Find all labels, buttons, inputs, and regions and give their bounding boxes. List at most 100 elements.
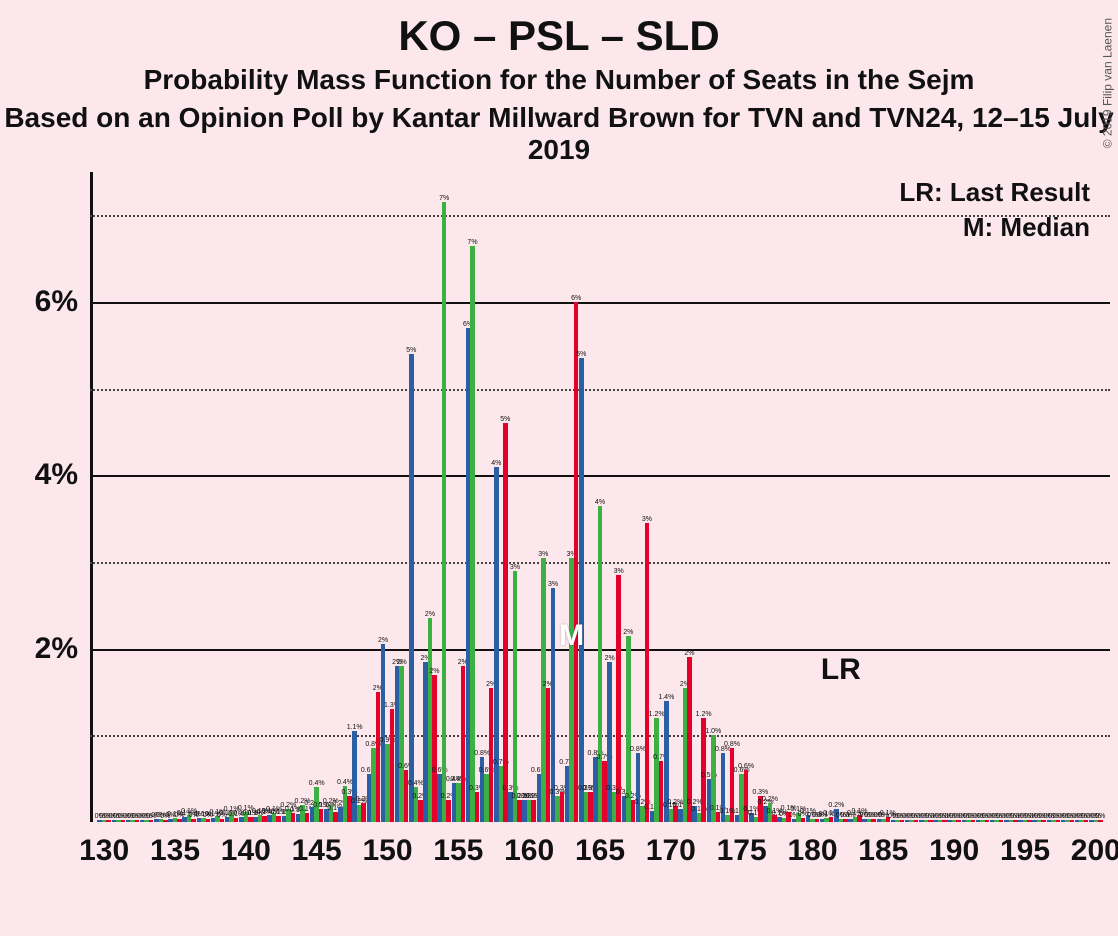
bar-value-label: 6% — [571, 295, 581, 302]
bar-value-label: 3% — [614, 568, 624, 575]
bar-red: 0.1% — [305, 813, 309, 822]
bar-value-label: 1.2% — [649, 711, 665, 718]
bar-red: 3% — [616, 575, 620, 822]
bar-red: 0.2% — [361, 803, 365, 822]
bar-red: 0% — [914, 820, 918, 822]
bar-value-label: 2% — [623, 629, 633, 636]
bar-red: 0% — [106, 820, 110, 822]
bar-red: 6% — [574, 302, 578, 822]
bar-value-label: 3% — [510, 564, 520, 571]
bar-red: 2% — [546, 688, 550, 822]
bar-green: 7% — [470, 246, 474, 822]
x-tick-label: 190 — [929, 834, 979, 868]
bar-value-label: 5% — [500, 416, 510, 423]
bar-value-label: 3% — [548, 581, 558, 588]
x-tick-label: 195 — [1000, 834, 1050, 868]
bar-blue: 5% — [579, 358, 583, 822]
bar-red: 5% — [503, 423, 507, 822]
bar-value-label: 0.8% — [724, 741, 740, 748]
bar-red: 0% — [1013, 820, 1017, 822]
bar-red: 0% — [177, 819, 181, 822]
bar-red: 0% — [1098, 820, 1102, 822]
bar-value-label: 3% — [642, 516, 652, 523]
bar-value-label: 0.3% — [752, 789, 768, 796]
chart-titles: KO – PSL – SLD Probability Mass Function… — [0, 12, 1118, 166]
x-tick-label: 165 — [575, 834, 625, 868]
bar-red: 0% — [135, 820, 139, 822]
bar-red: 0.1% — [333, 812, 337, 822]
title-subtitle-2: Based on an Opinion Poll by Kantar Millw… — [0, 102, 1118, 166]
bar-red: 0.3% — [560, 792, 564, 822]
bar-red: 0.1% — [248, 817, 252, 822]
bar-red: 3% — [645, 523, 649, 822]
bar-red: 2% — [461, 666, 465, 822]
bar-red: 0.7% — [659, 761, 663, 822]
bar-red: 0.7% — [602, 761, 606, 822]
bar-value-label: 0.6% — [738, 763, 754, 770]
chart-plot-area: 2% 4% 6% 0% 0% 0% 0% 0% 0% 0% 0% 0% 0% 0% 0% 0% 0% 0% 0% 0.… — [90, 172, 1110, 822]
y-axis — [90, 172, 93, 822]
bar-value-label: 1.0% — [705, 728, 721, 735]
bar-red: 0% — [163, 820, 167, 822]
bar-red: 0.2% — [446, 800, 450, 822]
x-tick-label: 175 — [717, 834, 767, 868]
bar-red: 0.2% — [418, 800, 422, 822]
bar-red: 0% — [843, 819, 847, 822]
gridline-major — [90, 302, 1110, 304]
x-tick-label: 200 — [1071, 834, 1118, 868]
gridline-minor — [90, 389, 1110, 391]
bar-red: 0% — [1070, 820, 1074, 822]
bar-red: 0% — [900, 820, 904, 822]
bar-red: 0% — [191, 819, 195, 822]
y-tick-label: 2% — [35, 632, 78, 666]
bar-value-label: 0.8% — [474, 750, 490, 757]
bar-value-label: 0.4% — [337, 779, 353, 786]
bar-value-label: 7% — [467, 239, 477, 246]
y-tick-label: 4% — [35, 458, 78, 492]
bar-red: 0.1% — [319, 809, 323, 822]
x-tick-label: 155 — [433, 834, 483, 868]
bar-red: 0% — [149, 820, 153, 822]
bar-value-label: 2% — [397, 659, 407, 666]
x-tick-label: 140 — [221, 834, 271, 868]
bar-value-label: 0.2% — [762, 796, 778, 803]
bar-red: 0% — [985, 820, 989, 822]
title-main: KO – PSL – SLD — [0, 12, 1118, 60]
bar-red: 0% — [956, 820, 960, 822]
annotation-lr: LR — [821, 653, 861, 687]
bar-red: 0% — [206, 819, 210, 822]
bar-value-label: 2% — [605, 655, 615, 662]
bar-red: 0% — [1027, 820, 1031, 822]
bar-value-label: 0.4% — [408, 780, 424, 787]
bar-red: 0% — [871, 819, 875, 822]
bar-red: 0.1% — [829, 817, 833, 822]
bar-value-label: 2% — [378, 637, 388, 644]
x-tick-label: 180 — [787, 834, 837, 868]
bar-red: 1.3% — [390, 709, 394, 822]
bar-red: 0% — [121, 820, 125, 822]
bar-value-label: 1.1% — [347, 724, 363, 731]
bar-red: 0.1% — [262, 816, 266, 822]
bar-blue: 5% — [409, 354, 413, 822]
bar-value-label: 7% — [439, 195, 449, 202]
bar-red: 0% — [1056, 820, 1060, 822]
bar-red: 0.1% — [291, 813, 295, 822]
y-tick-label: 6% — [35, 285, 78, 319]
bar-red: 2% — [687, 657, 691, 822]
copyright-text: © 2019 Filip van Laenen — [1100, 18, 1114, 148]
bar-red: 0.2% — [517, 800, 521, 822]
bar-value-label: 0.4% — [309, 780, 325, 787]
x-tick-label: 160 — [504, 834, 554, 868]
bar-value-label: 5% — [576, 351, 586, 358]
bar-value-label: 3% — [538, 551, 548, 558]
bar-red: 2% — [432, 675, 436, 822]
annotation-m: M — [559, 619, 584, 653]
bar-red: 0% — [1084, 820, 1088, 822]
gridline-major — [90, 475, 1110, 477]
bar-value-label: 0.2% — [828, 802, 844, 809]
bar-value-label: 4% — [595, 499, 605, 506]
bar-value-label: 2% — [425, 611, 435, 618]
bar-red: 0% — [1041, 820, 1045, 822]
bar-red: 0.3% — [588, 792, 592, 822]
x-tick-label: 170 — [646, 834, 696, 868]
